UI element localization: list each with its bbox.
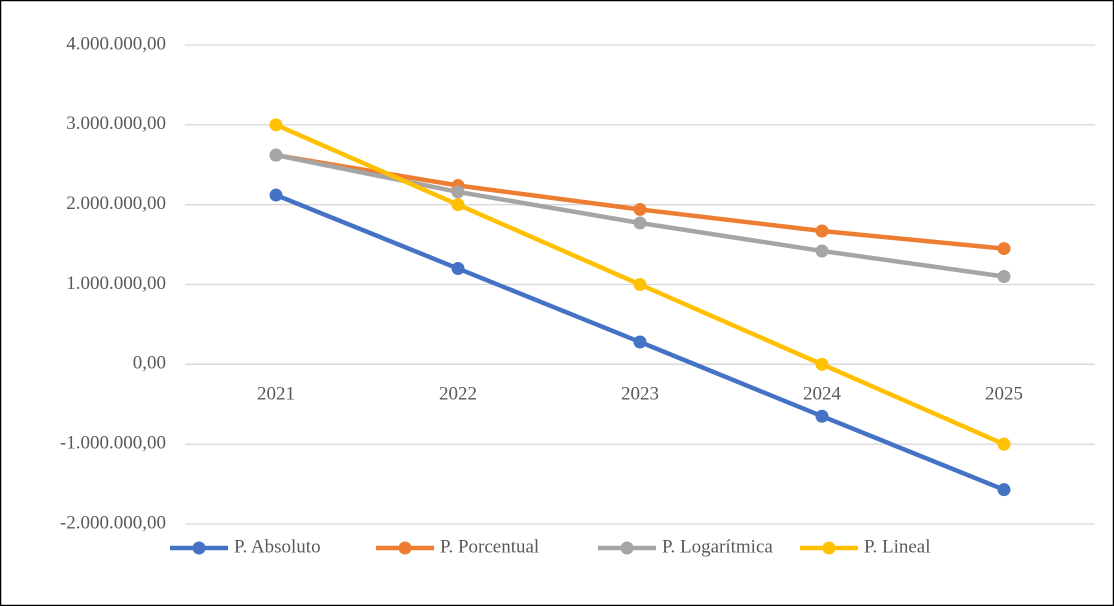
series-marker <box>633 278 647 291</box>
y-tick-label: 3.000.000,00 <box>66 113 166 134</box>
series-marker <box>815 224 829 238</box>
series-marker <box>997 483 1011 497</box>
legend-marker <box>192 541 206 555</box>
y-tick-label: 1.000.000,00 <box>66 273 166 294</box>
series-marker <box>451 262 465 276</box>
series-marker <box>815 244 829 258</box>
x-tick-label: 2023 <box>621 384 659 405</box>
y-tick-label: 0,00 <box>133 353 166 374</box>
y-tick-label: -1.000.000,00 <box>60 433 166 454</box>
series-marker <box>633 335 647 349</box>
legend-label: P. Porcentual <box>440 536 539 557</box>
y-tick-label: 4.000.000,00 <box>66 33 166 54</box>
legend-label: P. Lineal <box>864 536 931 557</box>
series-marker <box>997 242 1011 256</box>
legend-marker <box>822 541 836 555</box>
series-marker <box>269 118 283 132</box>
legend-marker <box>620 541 634 555</box>
legend-label: P. Absoluto <box>234 536 321 557</box>
series-marker <box>269 188 283 202</box>
series-marker <box>815 357 829 371</box>
series-marker <box>997 437 1011 451</box>
x-tick-label: 2022 <box>439 384 477 405</box>
series-marker <box>633 216 647 230</box>
x-tick-label: 2024 <box>803 384 842 405</box>
series-marker <box>451 185 465 199</box>
x-tick-label: 2021 <box>257 384 295 405</box>
series-marker <box>633 202 647 216</box>
y-tick-label: -2.000.000,00 <box>60 512 166 533</box>
y-tick-label: 2.000.000,00 <box>66 193 166 214</box>
series-marker <box>269 148 283 162</box>
legend-marker <box>398 541 412 555</box>
legend-label: P. Logarítmica <box>662 536 773 557</box>
series-marker <box>997 270 1011 284</box>
x-tick-label: 2025 <box>985 384 1023 405</box>
series-marker <box>451 198 465 212</box>
series-marker <box>815 409 829 423</box>
